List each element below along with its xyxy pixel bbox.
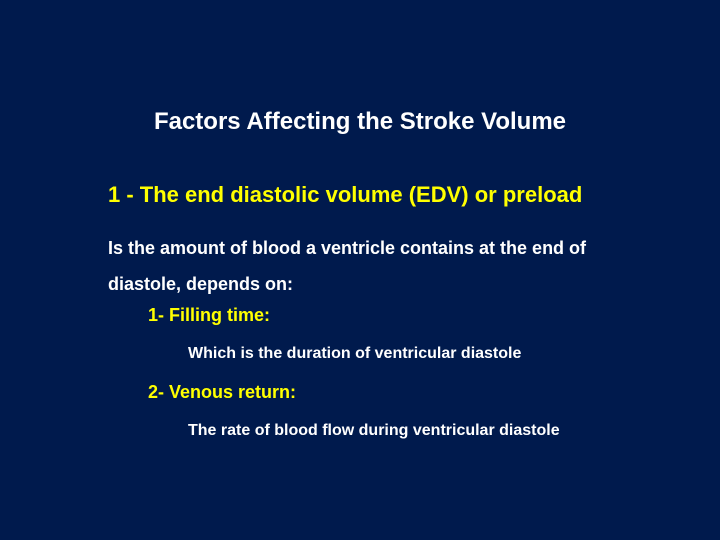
subitem-2-desc: The rate of blood flow during ventricula… [188, 422, 560, 440]
slide: Factors Affecting the Stroke Volume 1 - … [0, 0, 720, 540]
subitem-1-desc: Which is the duration of ventricular dia… [188, 345, 521, 363]
section-heading: 1 - The end diastolic volume (EDV) or pr… [108, 182, 582, 208]
subitem-1-label: 1- Filling time: [148, 305, 270, 326]
slide-title: Factors Affecting the Stroke Volume [0, 108, 720, 136]
section-body: Is the amount of blood a ventricle conta… [108, 230, 628, 302]
subitem-2-label: 2- Venous return: [148, 382, 296, 403]
